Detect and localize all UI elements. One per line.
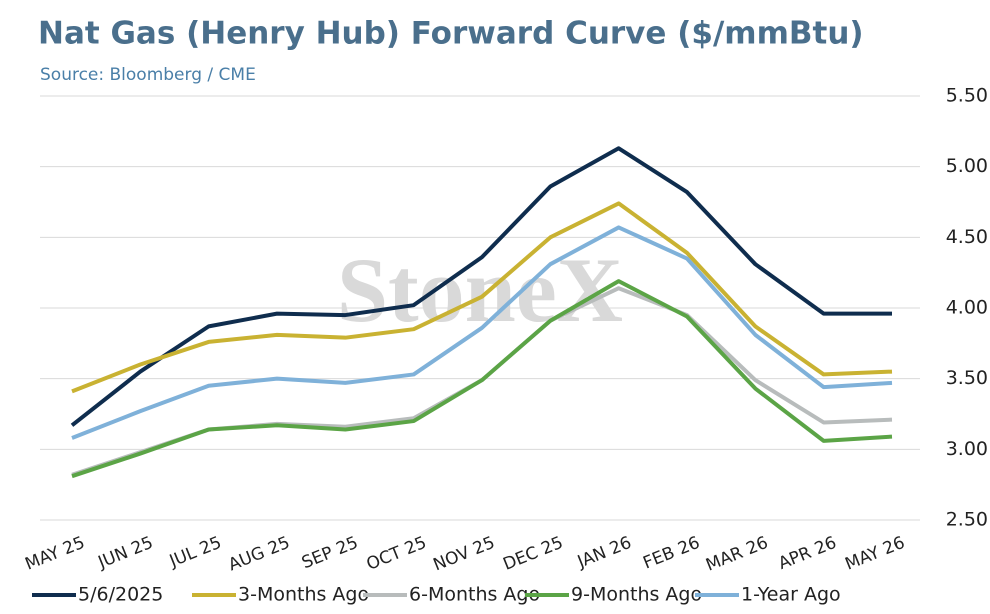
- x-tick-label: SEP 25: [299, 533, 361, 574]
- x-tick-label: JAN 26: [574, 533, 634, 573]
- y-tick-label: 4.00: [946, 297, 988, 319]
- series-line: [71, 279, 893, 479]
- series-line: [71, 201, 893, 394]
- x-tick-label: JUL 25: [166, 533, 224, 572]
- x-tick-label: DEC 25: [500, 533, 566, 575]
- x-tick-label: MAY 26: [842, 533, 907, 575]
- series-line: [70, 146, 892, 427]
- watermark: StoneX: [337, 239, 623, 341]
- y-tick-label: 4.50: [946, 226, 988, 248]
- legend-label: 9-Months Ago: [571, 584, 702, 606]
- x-tick-label: OCT 25: [364, 533, 430, 575]
- legend-label: 5/6/2025: [78, 584, 163, 606]
- x-tick-label: FEB 26: [640, 533, 702, 574]
- y-tick-label: 3.00: [946, 438, 988, 460]
- y-tick-label: 5.00: [946, 155, 988, 177]
- chart-title: Nat Gas (Henry Hub) Forward Curve ($/mmB…: [38, 16, 864, 52]
- x-tick-label: NOV 25: [430, 533, 497, 576]
- x-tick-label: MAY 25: [22, 533, 87, 575]
- chart-subtitle: Source: Bloomberg / CME: [40, 65, 256, 85]
- legend-label: 3-Months Ago: [238, 584, 369, 606]
- x-tick-label: JUN 25: [95, 533, 156, 573]
- y-tick-label: 3.50: [946, 367, 988, 389]
- x-tick-label: APR 26: [776, 533, 840, 574]
- x-tick-label: AUG 25: [226, 533, 293, 576]
- y-tick-label: 5.50: [946, 85, 988, 107]
- series-line: [71, 225, 893, 440]
- x-tick-label: MAR 26: [703, 533, 771, 576]
- legend-label: 6-Months Ago: [409, 584, 540, 606]
- y-tick-label: 2.50: [946, 509, 988, 531]
- legend-label: 1-Year Ago: [741, 584, 841, 606]
